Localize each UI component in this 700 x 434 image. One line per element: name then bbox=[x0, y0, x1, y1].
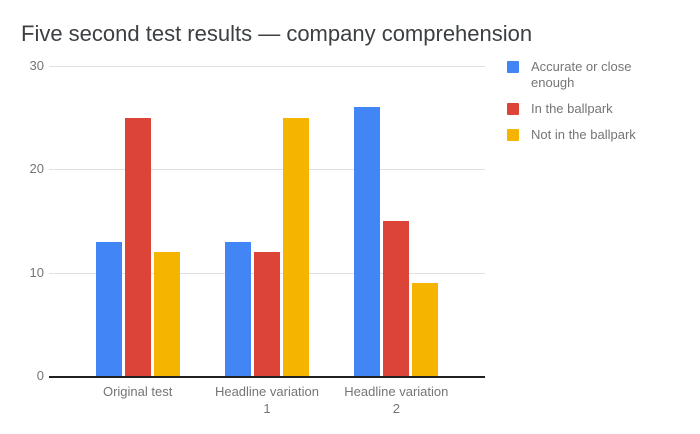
bar-group-3 bbox=[332, 66, 461, 376]
legend-item: Accurate or close enough bbox=[507, 59, 687, 91]
bar-group-2 bbox=[202, 66, 331, 376]
bar-in-the-ballpark bbox=[124, 117, 151, 376]
legend-swatch-yellow-icon bbox=[507, 129, 519, 141]
bar-accurate-or-close-enough bbox=[95, 241, 122, 376]
x-axis-baseline bbox=[49, 376, 485, 378]
legend-swatch-red-icon bbox=[507, 103, 519, 115]
legend-label: Not in the ballpark bbox=[531, 127, 636, 142]
bar-group-1 bbox=[73, 66, 202, 376]
y-tick-label: 20 bbox=[29, 161, 44, 177]
bar-in-the-ballpark bbox=[253, 252, 280, 376]
gridline bbox=[49, 169, 485, 171]
bar-accurate-or-close-enough bbox=[224, 241, 251, 376]
x-axis-label: Headline variation 2 bbox=[344, 384, 449, 416]
y-axis: 0 10 20 30 bbox=[0, 58, 44, 383]
legend-label: Accurate or close enough bbox=[531, 59, 632, 90]
legend-swatch-blue-icon bbox=[507, 61, 519, 73]
plot-area bbox=[49, 66, 485, 378]
legend-item: Not in the ballpark bbox=[507, 127, 687, 143]
bar-not-in-the-ballpark bbox=[412, 283, 439, 376]
x-axis-labels: Original test Headline variation 1 Headline… bbox=[49, 383, 485, 417]
x-axis-label: Original test bbox=[102, 384, 173, 399]
bar-not-in-the-ballpark bbox=[153, 252, 180, 376]
bar-in-the-ballpark bbox=[383, 221, 410, 376]
bar-groups bbox=[49, 66, 485, 376]
legend: Accurate or close enough In the ballpark… bbox=[507, 59, 687, 153]
legend-label: In the ballpark bbox=[531, 101, 613, 116]
gridline bbox=[49, 66, 485, 67]
bar-accurate-or-close-enough bbox=[354, 107, 381, 376]
y-tick-label: 30 bbox=[29, 58, 44, 73]
y-tick-label: 0 bbox=[36, 368, 44, 383]
x-axis-label: Headline variation 1 bbox=[214, 384, 320, 416]
y-tick-label: 10 bbox=[29, 264, 44, 280]
legend-item: In the ballpark bbox=[507, 101, 687, 117]
bar-not-in-the-ballpark bbox=[282, 117, 309, 376]
chart-title: Five second test results — company compr… bbox=[21, 21, 533, 46]
